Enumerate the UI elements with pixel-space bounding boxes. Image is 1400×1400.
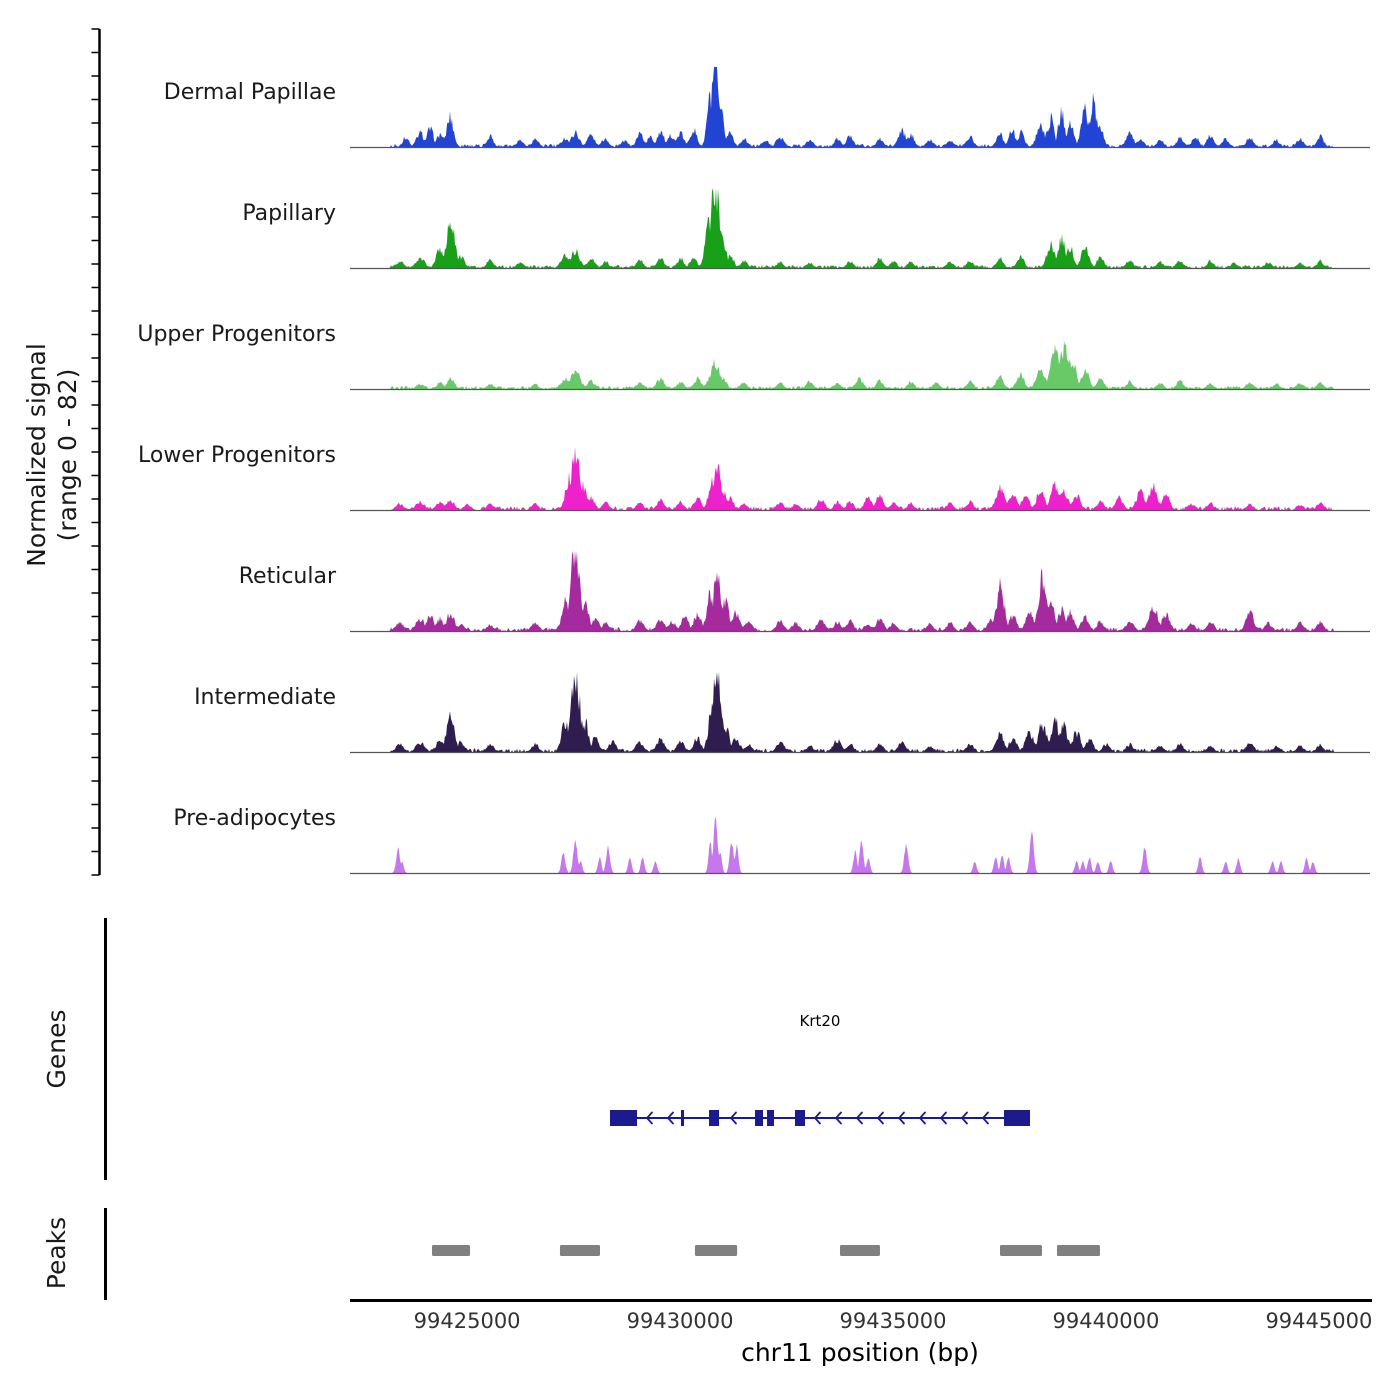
signal-area-path [350,817,1370,873]
track-signal-plot [350,188,1370,270]
track-label: Upper Progenitors [137,322,336,347]
peaks-track [431,1245,1100,1256]
track-signal-plot [350,672,1370,754]
x-tick-label: 99440000 [1052,1309,1160,1333]
peak-interval-box [559,1245,600,1256]
genes-axis-line [104,918,107,1180]
peaks-section-label: Peaks [42,1216,71,1290]
x-tick-label: 99425000 [413,1309,521,1333]
peak-interval-box [999,1245,1042,1256]
exon-box [795,1110,806,1126]
strand-arrow-left [666,1111,674,1125]
exon-box [1003,1110,1031,1126]
strand-arrow-left [645,1111,653,1125]
peak-interval-box [839,1245,880,1256]
signal-track-row: Dermal Papillae [0,28,1400,149]
track-signal-plot [350,446,1370,512]
exon-box [709,1110,720,1126]
strand-arrow-left [834,1111,842,1125]
strand-arrow-left [729,1111,737,1125]
signal-area-path [350,551,1370,631]
strand-arrow-left [939,1111,947,1125]
exon-box [767,1110,775,1126]
track-signal-plot [350,67,1370,149]
y-axis-ruler [91,28,101,876]
signal-area-path [350,67,1370,147]
x-tick-label: 99435000 [839,1309,947,1333]
strand-arrow-left [897,1111,905,1125]
strand-arrow-left [855,1111,863,1125]
x-axis-line [350,1299,1372,1302]
signal-area-path [350,672,1370,752]
strand-arrow-left [918,1111,926,1125]
signal-track-row: Pre-adipocytes [0,754,1400,875]
gene-name-label: Krt20 [799,1012,841,1030]
strand-arrow-left [960,1111,968,1125]
signal-area-path [350,446,1370,510]
signal-area-path [350,340,1370,389]
track-label: Papillary [242,201,336,226]
strand-arrow-left [876,1111,884,1125]
signal-tracks-area: Dermal Papillae Papillary Upper Progenitor… [0,28,1400,875]
peak-interval-box [1056,1245,1100,1256]
gene-model [610,1110,1031,1126]
signal-track-row: Reticular [0,512,1400,633]
exon-box [680,1110,685,1126]
x-tick-label: 99430000 [626,1309,734,1333]
track-signal-plot [350,551,1370,633]
track-label: Pre-adipocytes [173,806,336,831]
track-label: Dermal Papillae [163,80,336,105]
peak-interval-box [694,1245,738,1256]
x-axis-title: chr11 position (bp) [741,1338,979,1367]
signal-track-row: Lower Progenitors [0,391,1400,512]
signal-area-path [350,188,1370,268]
peak-interval-box [431,1245,471,1256]
exon-box [610,1110,638,1126]
signal-track-row: Upper Progenitors [0,270,1400,391]
signal-track-row: Intermediate [0,633,1400,754]
strand-arrow-left [981,1111,989,1125]
track-signal-plot [350,340,1370,391]
strand-arrow-left [813,1111,821,1125]
signal-track-row: Papillary [0,149,1400,270]
x-tick-label: 99445000 [1265,1309,1373,1333]
track-signal-plot [350,817,1370,875]
track-label: Intermediate [194,685,336,710]
genes-section-label: Genes [42,1009,71,1089]
exon-box [755,1110,764,1126]
peaks-axis-line [104,1208,107,1300]
track-label: Lower Progenitors [138,443,336,468]
track-label: Reticular [238,564,336,589]
